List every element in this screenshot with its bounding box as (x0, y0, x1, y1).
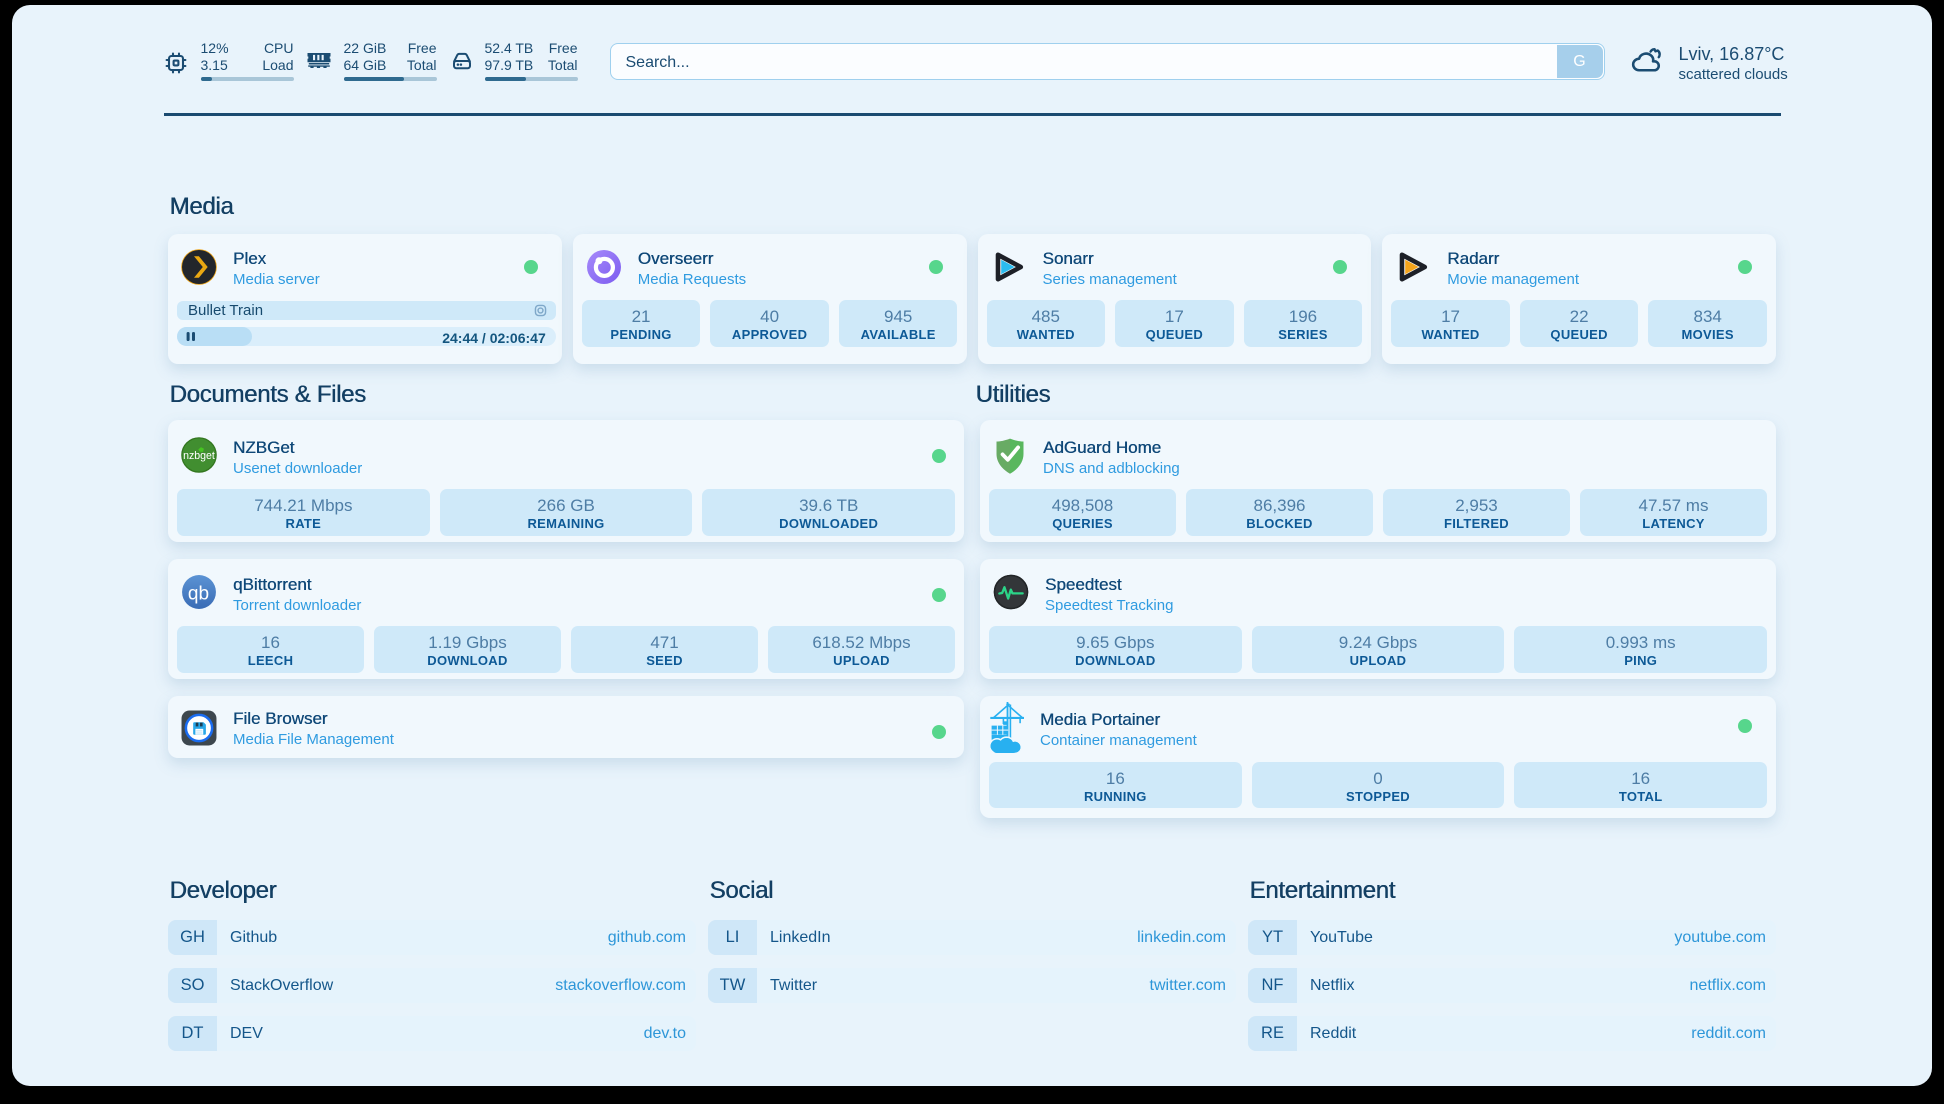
svg-text:qb: qb (188, 583, 209, 604)
svg-text:nzbget: nzbget (183, 450, 215, 462)
